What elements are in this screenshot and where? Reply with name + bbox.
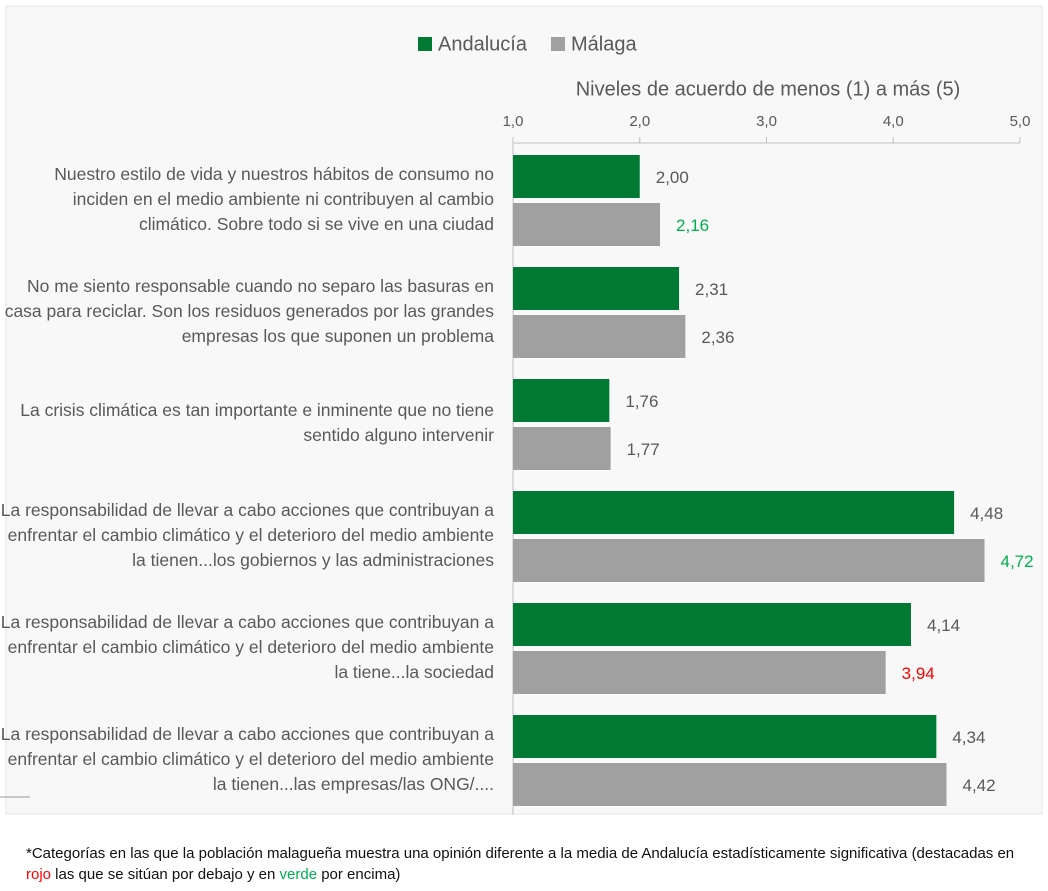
x-tick-label: 2,0 <box>629 113 650 130</box>
bar <box>513 603 911 646</box>
x-tick-label: 3,0 <box>756 113 777 130</box>
value-label: 4,72 <box>1001 552 1034 571</box>
footnote-part: *Categorías en las que la población mala… <box>26 845 1015 862</box>
category-label: La responsabilidad de llevar a cabo acci… <box>0 499 494 570</box>
value-label: 4,34 <box>952 728 985 747</box>
bar <box>513 651 886 694</box>
footnote-part: rojo <box>26 866 52 883</box>
value-label: 2,36 <box>701 328 734 347</box>
value-label: 1,77 <box>627 440 660 459</box>
category-label: Nuestro estilo de vida y nuestros hábito… <box>54 163 494 234</box>
bar <box>513 203 661 246</box>
value-label: 4,14 <box>927 616 960 635</box>
footnote-part: verde <box>279 866 318 883</box>
bar <box>513 427 611 470</box>
axis-title: Niveles de acuerdo de menos (1) a más (5… <box>576 78 961 100</box>
bar <box>513 267 680 310</box>
bar <box>513 715 937 758</box>
value-label: 1,76 <box>625 392 658 411</box>
footnote-part: por encima) <box>317 866 401 883</box>
bar <box>513 379 610 422</box>
category-label: La responsabilidad de llevar a cabo acci… <box>0 611 494 682</box>
bar <box>513 315 686 358</box>
bar <box>513 491 955 534</box>
bar <box>513 763 947 806</box>
x-tick-label: 1,0 <box>503 113 524 130</box>
legend-label: Málaga <box>571 33 637 55</box>
category-label: La responsabilidad de llevar a cabo acci… <box>0 723 494 794</box>
value-label: 4,48 <box>970 504 1003 523</box>
legend-swatch <box>550 37 565 51</box>
value-label: 2,16 <box>676 216 709 235</box>
value-label: 4,42 <box>962 776 995 795</box>
value-label: 3,94 <box>902 664 935 683</box>
value-label: 2,31 <box>695 280 728 299</box>
footnote: *Categorías en las que la población mala… <box>26 843 1036 885</box>
legend-label: Andalucía <box>438 33 528 55</box>
category-label: No me siento responsable cuando no separ… <box>4 275 494 346</box>
value-label: 2,00 <box>656 168 689 187</box>
footnote-part: las que se sitúan por debajo y en <box>51 866 280 883</box>
x-tick-label: 4,0 <box>883 113 904 130</box>
x-tick-label: 5,0 <box>1010 113 1031 130</box>
bar <box>513 155 640 198</box>
bar <box>513 539 985 582</box>
category-label: La crisis climática es tan importante e … <box>20 400 494 445</box>
legend-swatch <box>418 37 432 51</box>
